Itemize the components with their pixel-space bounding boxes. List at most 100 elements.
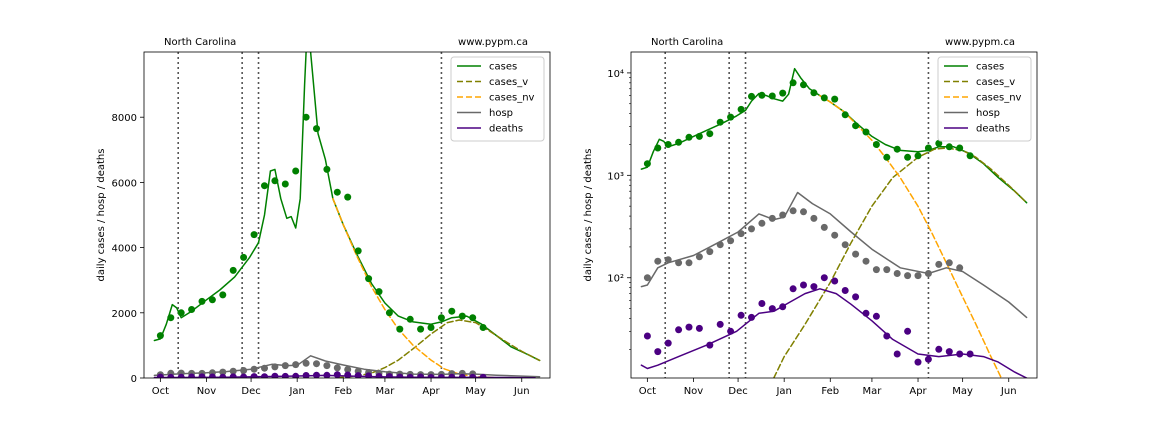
data-point-hosp [914,272,922,280]
x-tick-label: Feb [334,386,352,397]
data-point-cases [156,332,164,340]
data-point-deaths [458,373,466,378]
data-point-deaths [893,350,901,358]
x-tick-label: Jan [288,386,304,397]
data-point-cases [654,144,662,152]
x-tick-label: Jan [775,386,791,397]
legend-label-cases_v: cases_v [976,77,1015,88]
y-tick-label: 10² [607,274,624,285]
data-point-cases [313,125,320,133]
data-point-deaths [177,373,185,378]
data-point-deaths [737,311,745,319]
data-point-deaths [758,300,766,307]
data-point-cases [820,94,828,102]
y-tick-label: 6000 [112,178,137,189]
legend-label-deaths: deaths [976,124,1010,135]
x-tick-label: Mar [375,386,395,397]
x-tick-label: Mar [862,386,882,397]
data-point-deaths [695,324,703,332]
legend-label-hosp: hosp [489,108,513,119]
data-point-deaths [198,373,206,378]
data-point-deaths [945,348,953,356]
data-point-cases [685,133,693,141]
data-point-deaths [417,373,425,378]
data-point-deaths [208,373,216,378]
data-point-cases [406,315,414,323]
chart-title: North Carolina [164,37,236,48]
x-tick-label: Apr [909,386,927,397]
data-point-cases [323,165,331,173]
legend-label-cases_v: cases_v [489,77,528,88]
data-point-cases [302,113,310,121]
data-point-deaths [427,374,435,378]
data-point-cases [417,325,425,333]
data-point-cases [779,89,787,97]
chart-panel-2: Oct Nov Dec Jan Feb Mar Apr May Jun 10² 10³ 10⁴ dail… [583,37,1038,397]
data-point-hosp [904,272,912,280]
data-point-deaths [924,355,932,363]
data-point-deaths [935,345,943,353]
y-tick-label: 0 [131,374,137,385]
data-point-cases [479,324,487,331]
data-point-deaths [841,287,849,294]
data-point-deaths [219,373,227,378]
data-point-cases [333,188,341,196]
data-point-cases [448,307,456,315]
x-tick-label: May [952,386,973,397]
data-point-deaths [385,373,393,378]
data-point-hosp [229,367,237,375]
data-point-cases [458,312,466,320]
data-point-hosp [302,359,310,367]
data-point-hosp [862,257,870,265]
data-point-cases [643,160,651,168]
data-point-cases [945,143,953,151]
data-point-cases [675,138,683,146]
data-point-hosp [737,230,745,238]
data-point-deaths [654,348,662,356]
data-point-hosp [240,367,248,374]
data-point-deaths [664,339,672,347]
data-point-hosp [323,362,331,370]
data-point-cases [904,153,912,161]
data-point-cases [664,141,672,148]
data-point-deaths [188,373,196,378]
y-tick-label: 10³ [607,171,624,182]
data-point-cases [261,182,268,190]
legend-box [450,56,545,142]
data-point-hosp [271,363,279,371]
x-tick-label: Apr [422,386,440,397]
data-point-hosp [924,270,932,277]
data-point-hosp [956,264,964,272]
data-point-deaths [716,320,724,328]
data-point-cases [292,167,300,175]
data-point-cases [924,144,932,152]
data-point-deaths [800,281,807,289]
data-point-cases [810,89,818,97]
data-point-cases [789,79,797,87]
data-point-hosp [643,274,651,282]
data-point-deaths [643,332,651,340]
data-point-cases [800,81,807,89]
y-tick-label: 4000 [112,244,137,255]
data-point-deaths [831,277,839,285]
data-point-cases [695,132,703,140]
data-point-hosp [716,241,724,249]
legend-label-deaths: deaths [489,124,523,135]
data-point-deaths [250,373,258,378]
data-point-deaths [675,326,683,334]
data-point-hosp [779,211,787,219]
data-point-hosp [935,260,943,268]
data-point-deaths [375,373,383,378]
source-label: www.pypm.ca [458,37,528,48]
x-tick-label: Oct [639,386,656,397]
axes-frame [143,51,551,379]
data-point-cases [281,180,289,188]
data-point-cases [893,145,901,153]
data-point-hosp [748,225,755,233]
data-point-cases [469,314,477,322]
data-point-cases [768,92,776,100]
data-point-deaths [261,373,268,378]
data-point-deaths [914,358,922,366]
axes-frame [630,51,1038,379]
